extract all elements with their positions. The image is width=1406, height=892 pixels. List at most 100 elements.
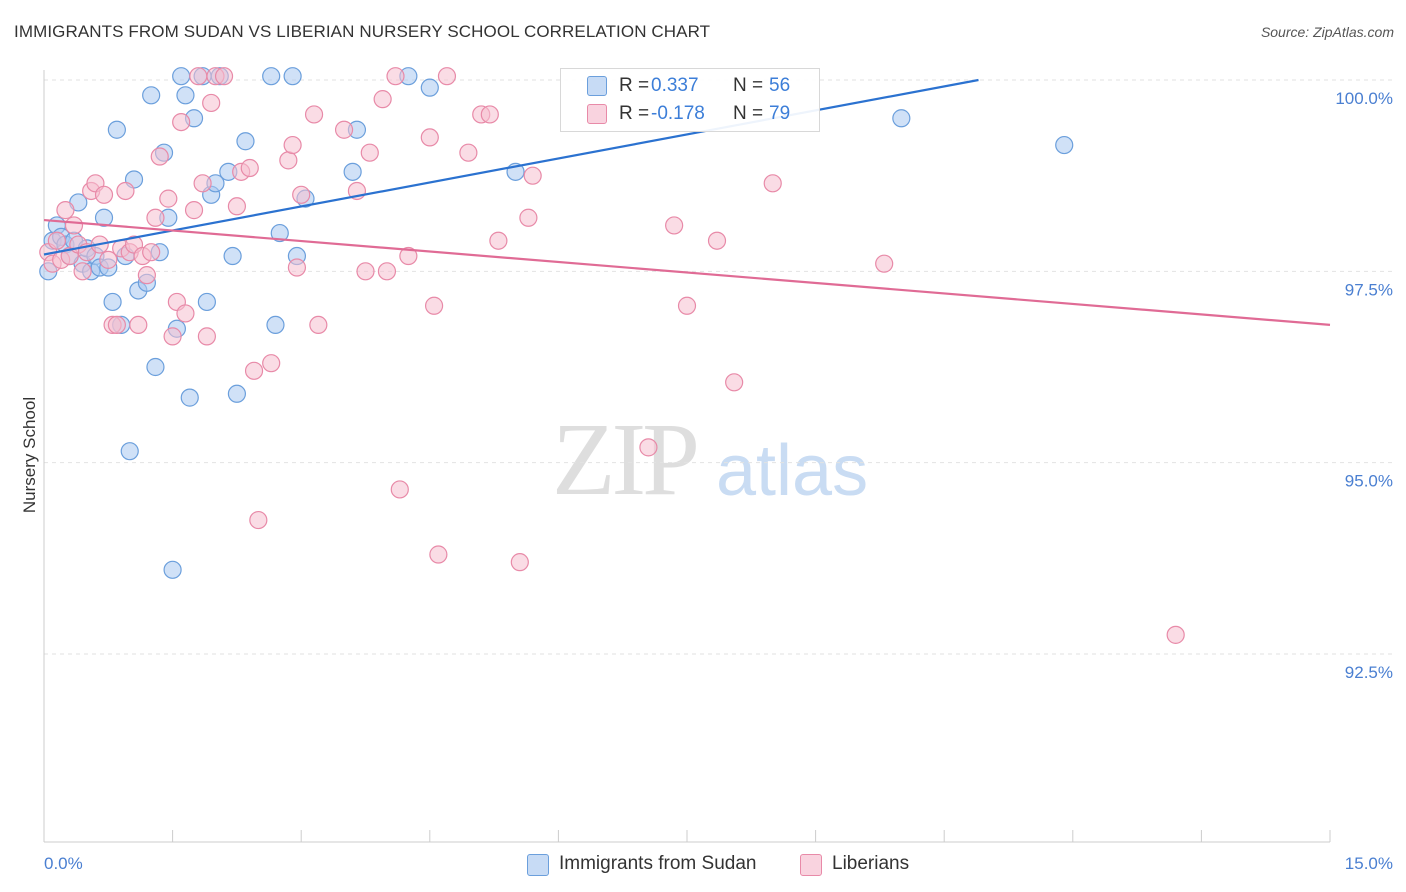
- liberian-point: [197, 327, 216, 346]
- sudan-point: [107, 120, 126, 139]
- liberian-point: [73, 262, 92, 281]
- liberian-point: [420, 128, 439, 147]
- liberian-point: [360, 143, 379, 162]
- sudan-point: [1055, 135, 1074, 155]
- sudan-point: [142, 86, 161, 105]
- liberian-point: [390, 480, 409, 499]
- sudan-point: [94, 208, 114, 227]
- tick-labels: 92.5% 95.0% 97.5% 100.0% 0.0% 15.0%: [44, 89, 1393, 873]
- sudan-point: [420, 78, 439, 97]
- liberian-point: [227, 197, 246, 216]
- liberian-point: [240, 158, 259, 178]
- legend-r-value: 0.337: [651, 75, 699, 96]
- legend-n-label: N =: [733, 75, 764, 96]
- sudan-point: [172, 67, 191, 86]
- liberian-point: [373, 90, 392, 109]
- liberian-point: [129, 315, 148, 335]
- sudan-point: [180, 388, 199, 407]
- liberian-point: [399, 246, 418, 266]
- liberian-point: [725, 373, 744, 392]
- sudan-point: [236, 132, 255, 151]
- sudan-point: [146, 357, 165, 377]
- liberian-point: [377, 262, 397, 281]
- liberian-point: [437, 67, 457, 86]
- liberian-point: [184, 201, 204, 220]
- liberian-point: [116, 181, 135, 201]
- liberian-point: [763, 174, 782, 193]
- x-tick-label-max: 15.0%: [1345, 854, 1393, 873]
- sudan-point: [223, 246, 242, 266]
- legend-swatch-liberians: [587, 104, 607, 124]
- watermark-atlas: atlas: [716, 431, 869, 511]
- liberian-point: [94, 185, 114, 204]
- chart-title: IMMIGRANTS FROM SUDAN VS LIBERIAN NURSER…: [14, 22, 711, 41]
- watermark-zip: ZIP: [552, 402, 700, 517]
- liberian-point: [386, 67, 405, 86]
- legend-label-liberians: Liberians: [832, 853, 910, 874]
- legend-label-sudan: Immigrants from Sudan: [559, 853, 757, 874]
- liberian-point: [163, 327, 182, 346]
- liberian-point: [677, 296, 697, 315]
- liberian-point: [287, 258, 307, 277]
- liberian-point: [429, 545, 448, 564]
- liberian-point: [47, 231, 66, 250]
- liberian-point: [707, 231, 727, 250]
- liberian-point: [142, 243, 161, 262]
- liberian-point: [489, 231, 508, 250]
- y-tick-label: 97.5%: [1345, 280, 1393, 299]
- liberian-point: [283, 135, 302, 155]
- liberian-point: [249, 510, 268, 530]
- liberian-point: [279, 151, 298, 170]
- liberian-point: [639, 438, 658, 457]
- trend-lines: [43, 78, 1331, 327]
- sudan-point: [343, 162, 362, 181]
- liberian-point: [356, 262, 375, 281]
- liberian-point: [193, 174, 212, 193]
- sudan-point: [270, 223, 289, 243]
- sudan-point: [266, 315, 285, 335]
- legend-r-label: R =: [619, 103, 650, 124]
- liberian-point: [99, 250, 118, 269]
- sudan-point: [103, 292, 122, 312]
- sudan-point: [197, 292, 216, 312]
- y-tick-label: 95.0%: [1345, 472, 1393, 491]
- legend-n-value: 79: [769, 103, 791, 124]
- liberian-point: [292, 185, 311, 204]
- liberian-point: [64, 216, 84, 235]
- liberian-point: [334, 120, 354, 139]
- correlation-legend: R = 0.337 N = 56 R = -0.178 N = 79: [560, 68, 820, 132]
- liberian-point: [172, 112, 191, 132]
- liberian-point: [176, 304, 195, 323]
- legend-swatch-liberians: [800, 854, 822, 876]
- sudan-point: [262, 67, 281, 86]
- liberian-point: [665, 216, 684, 235]
- liberian-point: [202, 93, 221, 113]
- sudan-trend-line: [43, 78, 979, 256]
- axes: [43, 70, 1331, 843]
- liberian-point: [150, 147, 169, 166]
- liberian-point: [189, 67, 208, 86]
- liberian-point: [480, 105, 499, 124]
- legend-swatch-sudan: [527, 854, 549, 876]
- liberian-point: [262, 354, 281, 373]
- sudan-point: [892, 109, 911, 128]
- legend-r-label: R =: [619, 75, 650, 96]
- liberian-trend-line: [43, 218, 1331, 327]
- liberian-point: [244, 361, 264, 380]
- sudan-point: [120, 442, 139, 461]
- liberian-point: [1166, 625, 1185, 644]
- series-legend: Immigrants from Sudan Liberians: [0, 852, 1406, 878]
- data-points: [39, 67, 1185, 644]
- liberian-point: [214, 67, 234, 86]
- liberian-point: [510, 553, 529, 572]
- liberian-point: [424, 296, 444, 315]
- liberian-point: [107, 315, 126, 335]
- liberian-point: [309, 315, 328, 335]
- liberian-point: [304, 105, 324, 124]
- y-tick-label: 92.5%: [1345, 663, 1393, 682]
- liberian-point: [137, 266, 156, 285]
- liberian-point: [159, 189, 178, 208]
- sudan-point: [227, 384, 246, 403]
- legend-r-value: -0.178: [651, 103, 705, 124]
